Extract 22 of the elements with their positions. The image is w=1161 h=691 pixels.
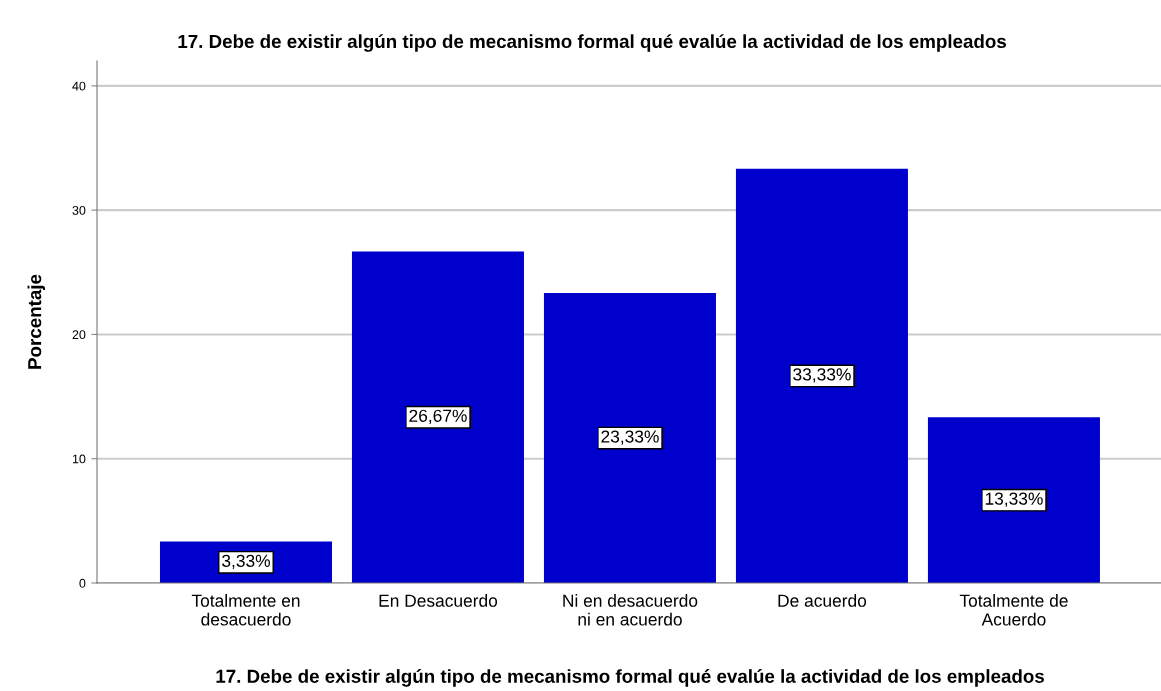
y-tick-label: 0 bbox=[79, 578, 86, 588]
bar bbox=[543, 293, 716, 583]
bar bbox=[735, 168, 908, 583]
data-label: 33,33% bbox=[793, 368, 851, 383]
data-label: 26,67% bbox=[409, 409, 467, 424]
x-tick-label: Ni en desacuerdo ni en acuerdo bbox=[563, 594, 698, 626]
data-label: 23,33% bbox=[601, 430, 659, 445]
y-tick-label: 20 bbox=[72, 330, 86, 340]
x-tick-label: De acuerdo bbox=[778, 594, 867, 607]
x-axis-title: 17. Debe de existir algún tipo de mecanismo formal qué evalúe la actividad de los empleados bbox=[216, 669, 1044, 687]
bar bbox=[351, 251, 524, 583]
y-tick-label: 10 bbox=[72, 454, 86, 464]
x-tick-label: Totalmente en desacuerdo bbox=[191, 594, 300, 626]
x-tick-label: Totalmente de Acuerdo bbox=[959, 594, 1068, 626]
y-tick-label: 40 bbox=[72, 81, 86, 91]
bar bbox=[927, 417, 1100, 583]
y-tick-label: 30 bbox=[72, 205, 86, 215]
y-axis-title: Porcentaje bbox=[27, 274, 45, 369]
data-label: 3,33% bbox=[222, 554, 270, 570]
chart-title: 17. Debe de existir algún tipo de mecanismo formal qué evalúe la actividad de los empleados bbox=[178, 34, 1006, 52]
data-label: 13,33% bbox=[985, 492, 1043, 507]
x-tick-label: En Desacuerdo bbox=[379, 594, 498, 607]
